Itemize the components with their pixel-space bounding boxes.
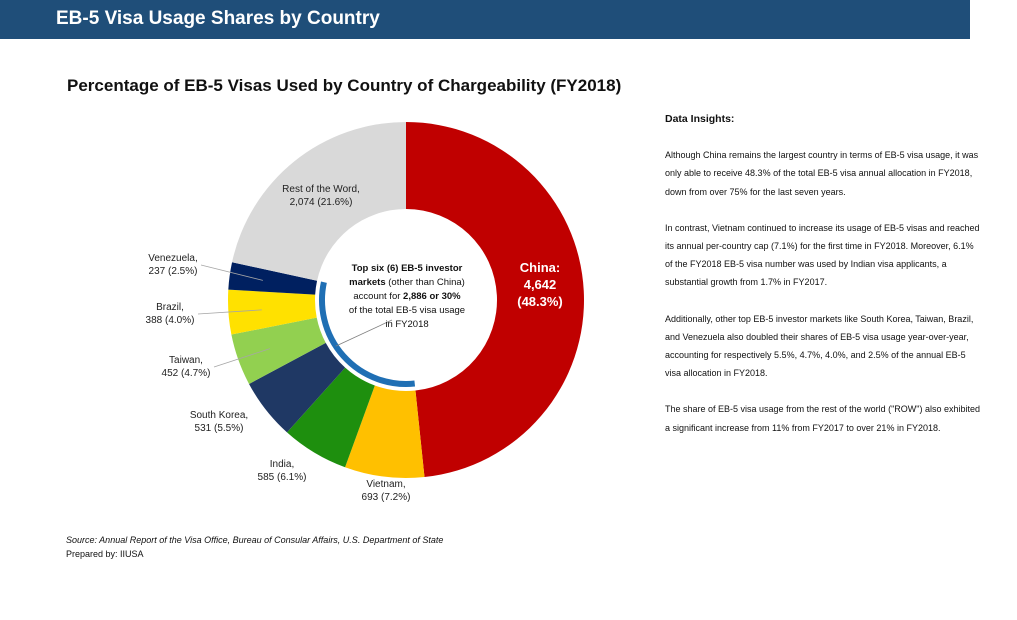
center-note-highlight: 2,886 or 30% <box>403 291 461 302</box>
label-china-pct: (48.3%) <box>517 294 563 309</box>
highlight-pointer-line <box>335 319 393 347</box>
slice-taiwan <box>231 317 326 384</box>
label-vietnam-name: Vietnam, <box>366 479 405 490</box>
label-taiwan-value: 452 (4.7%) <box>162 368 211 379</box>
label-vietnam-value: 693 (7.2%) <box>362 492 411 503</box>
slice-south-korea <box>249 342 346 433</box>
source-note: Source: Annual Report of the Visa Office… <box>66 535 444 545</box>
label-china-name: China: <box>520 260 560 275</box>
center-note-line1: Top six (6) EB-5 investor <box>351 263 463 274</box>
label-south-korea-value: 531 (5.5%) <box>195 423 244 434</box>
leader-line-taiwan <box>213 348 271 368</box>
slice-india <box>287 367 375 468</box>
label-venezuela-value: 237 (2.5%) <box>149 266 198 277</box>
label-venezuela-name: Venezuela, <box>148 253 198 264</box>
center-note-markets: markets <box>349 277 386 288</box>
label-rest-of-the-word-name: Rest of the Word, <box>282 184 360 195</box>
prepared-by: Prepared by: IIUSA <box>66 548 144 559</box>
header-banner: EB-5 Visa Usage Shares by Country <box>0 0 970 39</box>
slice-brazil <box>228 289 317 335</box>
center-note-line5: in FY2018 <box>385 319 429 330</box>
leader-line-venezuela <box>200 264 263 281</box>
insights-title: Data Insights: <box>665 113 735 125</box>
center-note-other: (other than China) <box>385 277 465 288</box>
highlight-arc <box>319 281 416 387</box>
label-india-name: India, <box>270 459 294 470</box>
label-taiwan-name: Taiwan, <box>169 355 203 366</box>
label-south-korea-name: South Korea, <box>190 410 248 421</box>
insight-paragraph-1: Although China remains the largest count… <box>665 150 979 197</box>
center-note-account: account for <box>353 291 404 302</box>
leader-line-brazil <box>197 309 262 315</box>
label-india-value: 585 (6.1%) <box>258 472 307 483</box>
slice-venezuela <box>228 262 318 295</box>
insight-paragraph-3: Additionally, other top EB-5 investor ma… <box>665 313 974 379</box>
label-brazil-value: 388 (4.0%) <box>146 315 195 326</box>
center-note: Top six (6) EB-5 investor markets (other… <box>336 262 478 332</box>
label-rest-of-the-word-value: 2,074 (21.6%) <box>290 197 353 208</box>
insight-paragraph-2: In contrast, Vietnam continued to increa… <box>665 222 980 288</box>
label-china-value: 4,642 <box>524 277 557 292</box>
data-insights: Data Insights: Although China remains th… <box>665 110 983 455</box>
slice-rest-of-the-word <box>232 122 406 281</box>
slice-vietnam <box>345 385 425 479</box>
chart-title: Percentage of EB-5 Visas Used by Country… <box>67 76 622 95</box>
label-brazil-name: Brazil, <box>156 302 184 313</box>
footer: Source: Annual Report of the Visa Office… <box>66 534 443 561</box>
page-title: EB-5 Visa Usage Shares by Country <box>56 8 380 29</box>
center-note-line4: of the total EB-5 visa usage <box>348 305 466 316</box>
slice-china <box>406 122 585 478</box>
insight-paragraph-4: The share of EB-5 visa usage from the re… <box>665 404 981 433</box>
